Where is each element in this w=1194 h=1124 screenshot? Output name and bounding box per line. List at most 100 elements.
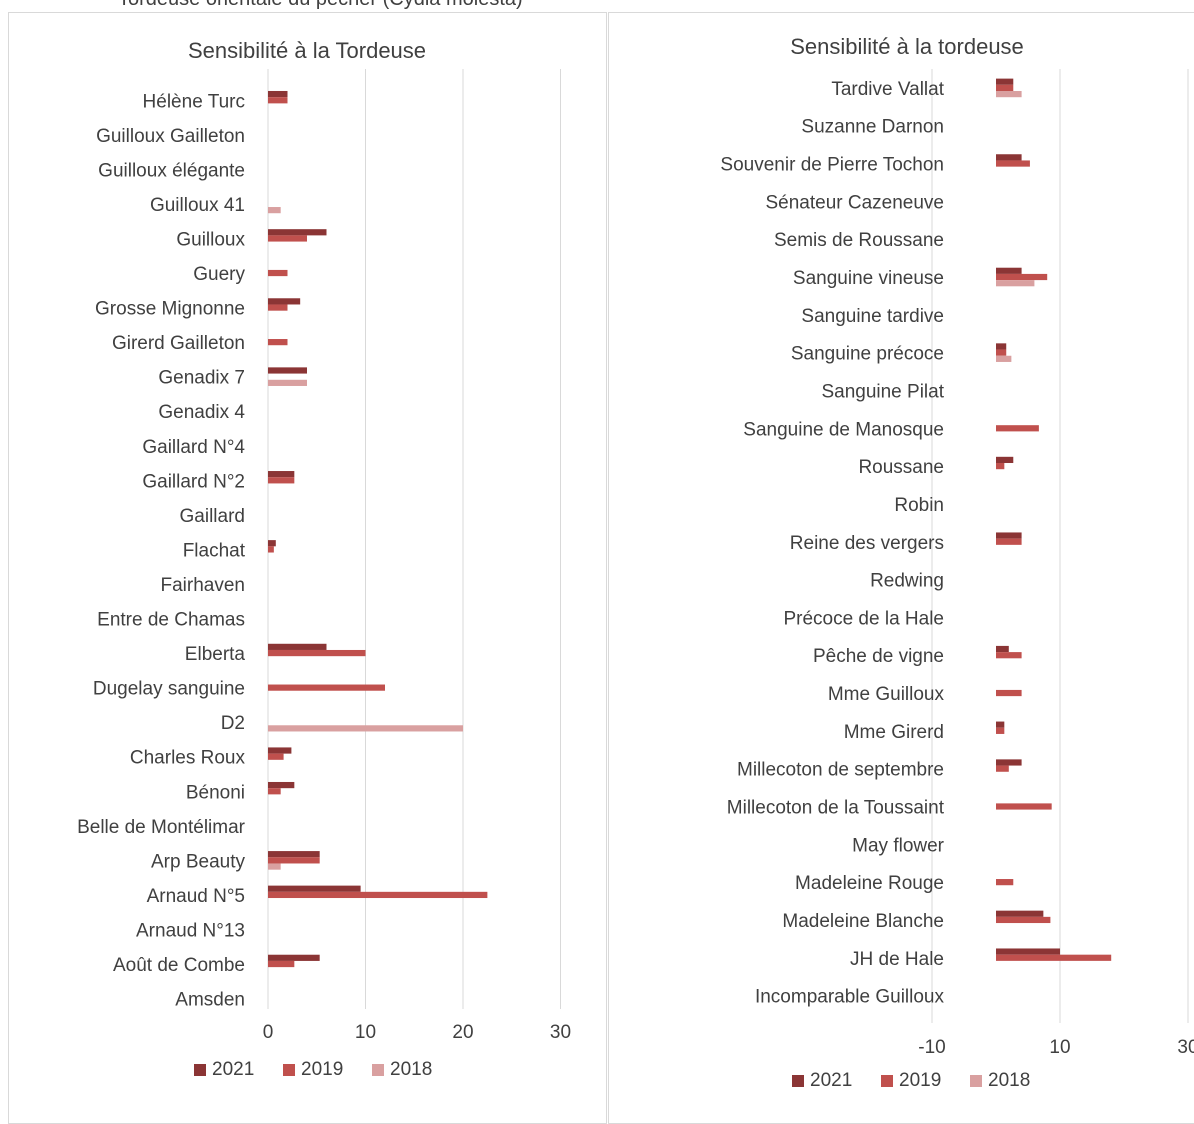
bar [996,727,1005,734]
category-label: Robin [894,495,944,516]
category-label: Guilloux Gailleton [96,126,245,147]
chart-left: Sensibilité à la Tordeuse 0 10 20 30 Hélène T… [77,38,571,1080]
x-tick-label: 0 [263,1022,274,1043]
x-tick-label: 20 [452,1022,473,1043]
category-label: Entre de Chamas [97,610,245,631]
legend-swatch [881,1075,893,1087]
bar [268,471,295,478]
bar [996,645,1009,653]
bar [996,78,1014,85]
category-label: Amsden [175,990,245,1011]
bar [268,90,288,98]
bar [268,788,281,795]
bar [996,425,1039,432]
category-label: Août de Combe [113,955,245,976]
bar [268,229,327,236]
category-label: Pêche de vigne [813,646,944,667]
bar [268,235,307,242]
bar [996,355,1012,362]
category-label: Sanguine Pilat [821,381,944,402]
category-label: Semis de Roussane [774,230,944,251]
bar [268,298,301,305]
bar [996,160,1030,167]
bar [268,781,295,789]
chart-panel-left: Sensibilité à la Tordeuse 0 10 20 30 Hélène T… [8,12,607,1124]
category-label: Sanguine tardive [801,306,944,327]
category-label: Madeleine Rouge [795,873,944,894]
bar [996,463,1005,470]
category-label: Madeleine Blanche [782,911,944,932]
bar [268,857,320,864]
bar [996,916,1051,924]
category-label: Millecoton de la Toussaint [727,797,945,818]
category-label: Incomparable Guilloux [755,987,945,1008]
x-tick-label: 30 [550,1022,571,1043]
category-label: Hélène Turc [143,91,245,112]
bar [268,540,276,547]
category-label: Arnaud N°5 [147,886,245,907]
chart-right: Sensibilité à la tordeuse -10 10 30 Tardive … [720,34,1194,1091]
bar [996,91,1022,98]
category-label: Redwing [870,571,944,592]
category-label: Elberta [185,644,246,665]
bar [996,759,1022,766]
legend-swatch [970,1075,982,1087]
bar [996,532,1022,539]
bar [268,684,385,691]
category-label: JH de Hale [850,949,944,970]
bar [996,803,1052,810]
bar [996,280,1035,287]
legend-label: 2019 [899,1070,941,1091]
chart-title: Sensibilité à la tordeuse [790,34,1024,59]
category-label: Sénateur Cazeneuve [765,192,944,213]
legend-swatch [283,1064,295,1076]
bar [996,456,1014,464]
bar [268,379,307,386]
legend-label: 2021 [810,1070,852,1091]
category-label: Belle de Montélimar [77,817,246,838]
bar [268,851,320,858]
category-label: Girerd Gailleton [112,333,245,354]
category-label: Sanguine précoce [791,344,944,365]
legend-label: 2018 [390,1059,432,1080]
category-label: Millecoton de septembre [737,760,944,781]
bar [268,649,366,657]
legend-swatch [792,1075,804,1087]
category-label: Gaillard N°2 [142,471,245,492]
category-label: Sanguine vineuse [793,268,944,289]
category-label: Dugelay sanguine [93,679,245,700]
legend-label: 2019 [301,1059,343,1080]
category-label: Arnaud N°13 [136,920,245,941]
legend-label: 2021 [212,1059,254,1080]
bar [268,954,320,961]
category-label: Gaillard N°4 [142,437,245,458]
category-label: Fairhaven [161,575,246,596]
bar [268,207,281,214]
bar [268,960,295,968]
bar [996,84,1014,92]
category-label: Flachat [183,540,246,561]
legend-swatch [372,1064,384,1076]
category-label: Arp Beauty [151,851,245,872]
bar [996,343,1007,350]
bar [996,538,1022,545]
bar [996,267,1022,274]
category-label: Reine des vergers [790,533,944,554]
x-tick-label: -10 [918,1037,945,1058]
bar [268,367,307,374]
x-tick-label: 30 [1177,1037,1194,1058]
bar [996,765,1009,772]
bar [996,948,1060,955]
category-label: Mme Girerd [844,722,944,743]
x-tick-label: 10 [355,1022,376,1043]
category-label: Sanguine de Manosque [743,419,944,440]
bar [268,747,292,754]
bar [996,273,1048,281]
bar [268,477,295,484]
category-label: Genadix 7 [158,368,245,389]
category-label: Mme Guilloux [828,684,945,705]
bar [996,652,1022,659]
bar [268,546,274,553]
bar [996,721,1005,728]
bar [268,891,488,899]
